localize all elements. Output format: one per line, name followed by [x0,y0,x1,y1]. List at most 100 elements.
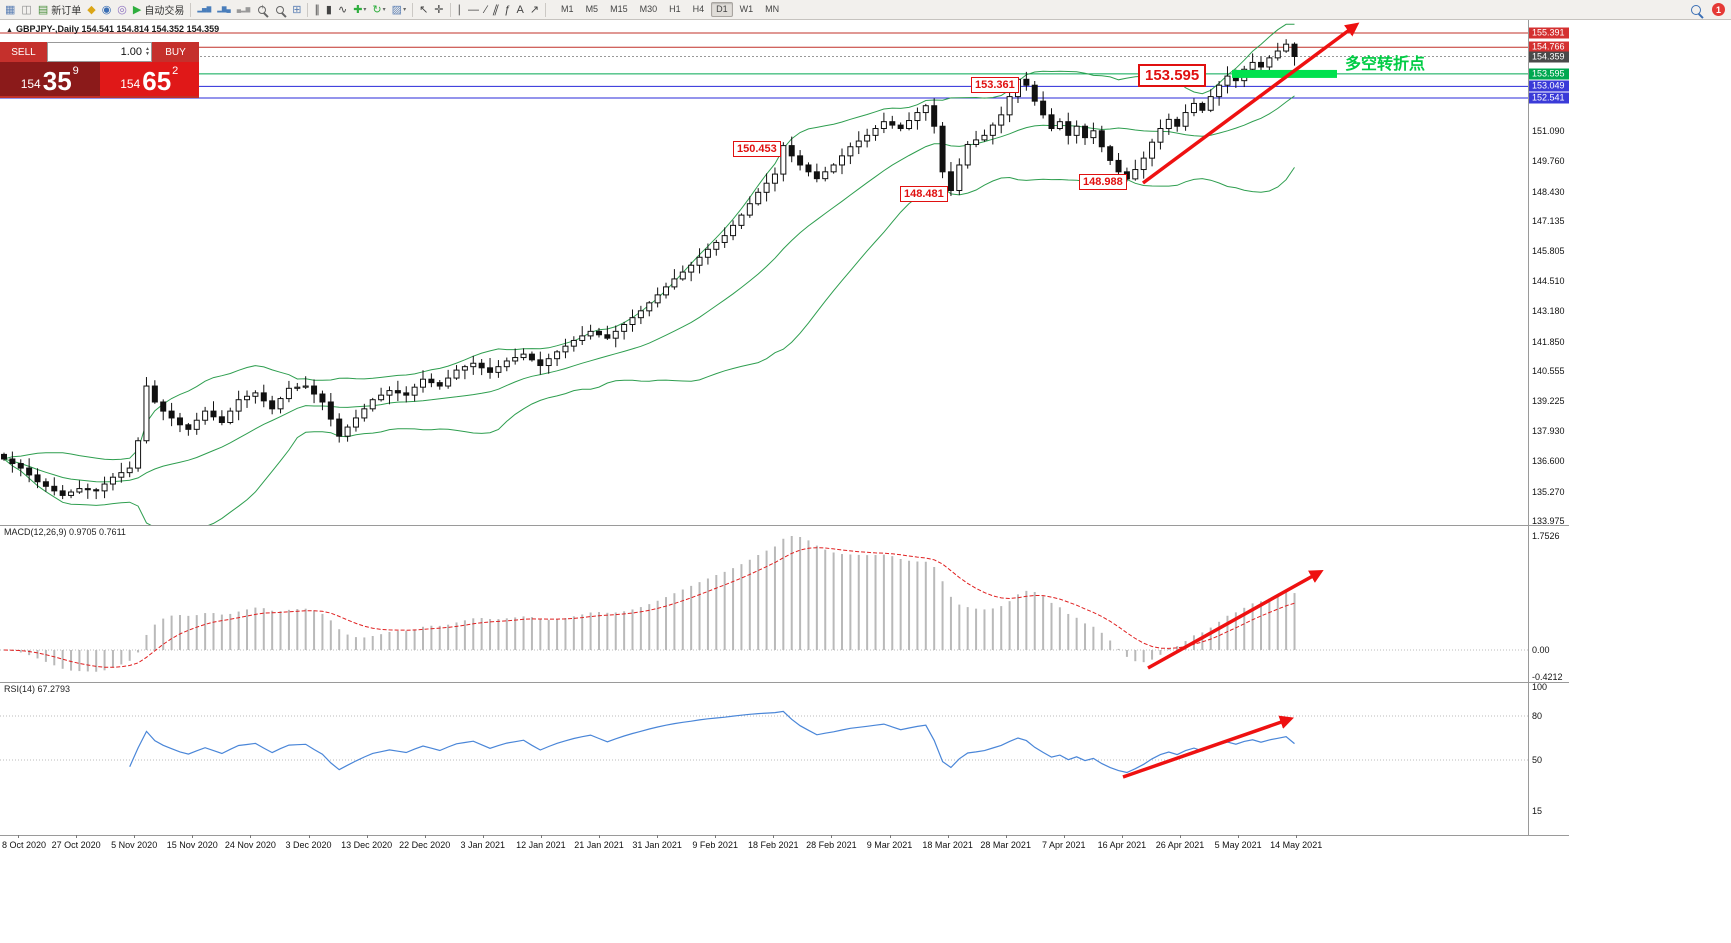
fibonacci-tool-icon[interactable]: ƒ [502,1,512,18]
date-label: 16 Apr 2021 [1097,840,1147,850]
new-chart-icon[interactable]: ▦ [3,1,17,18]
date-tick [192,835,194,838]
autotrading-icon: ▶ [132,3,142,16]
symbol-info: ▲ GBPJPY-,Daily 154.541 154.814 154.352 1… [6,24,219,34]
chevron-down-icon[interactable]: ▾ [403,7,407,13]
date-label: 21 Jan 2021 [574,840,624,850]
price-annotation[interactable]: 150.453 [733,141,781,157]
vline-tool-icon[interactable]: ∣ [455,1,465,18]
date-label: 3 Jan 2021 [460,840,506,850]
rsi-line [129,710,1295,774]
crosshair-icon[interactable]: ✛ [432,1,445,18]
channel-tool-icon[interactable]: ∥ [491,1,501,18]
price-badge: 152.541 [1529,92,1569,104]
date-tick [424,835,426,838]
price-annotation[interactable]: 148.481 [900,186,948,202]
price-tick: 139.225 [1532,396,1565,407]
line-style-icon: ∿ [337,3,348,16]
candles-style-icon: ▮ [325,3,332,16]
chart-workspace: ▲ GBPJPY-,Daily 154.541 154.814 154.352 1… [0,20,1731,943]
chevron-down-icon[interactable]: ▾ [363,7,367,13]
volume-input[interactable]: 1.00 ▲ ▼ [47,42,152,62]
text-tool-icon[interactable]: A [514,1,525,18]
indicator-window-icon: ▂▇▄ [217,6,231,13]
trend-arrow[interactable] [1141,22,1360,185]
bars-style-icon[interactable]: ∥ [312,1,322,18]
macd-signal-line [3,547,1295,668]
indicator-window-icon[interactable]: ▂▇▄ [215,1,232,18]
sell-button[interactable]: SELL [0,42,47,62]
volume-stepper[interactable]: ▲ ▼ [145,47,150,57]
navigator-icon[interactable]: ◎ [115,1,129,18]
trendline-tool-icon[interactable]: ∕ [483,1,489,18]
new-order-button[interactable]: ▤ 新订单 [36,1,83,18]
timeframe-MN[interactable]: MN [765,4,780,14]
line-style-icon[interactable]: ∿ [336,1,349,18]
shapes-tool-icon[interactable]: ↗ [528,1,541,18]
chevron-down-icon[interactable]: ▾ [382,7,386,13]
cursor-icon[interactable]: ↖ [417,1,430,18]
price-annotation[interactable]: 153.361 [971,77,1019,93]
support-zone-bar[interactable] [1232,69,1337,78]
objects-list-icon[interactable]: ▄▂▆ [235,1,252,18]
price-scale[interactable]: 151.090 149.760 148.430 147.135 145.805 144.5… [1529,20,1571,835]
price-scale-divider[interactable] [1528,20,1529,835]
fibonacci-tool-icon: ƒ [504,3,511,16]
macd-panel[interactable] [0,525,1528,682]
timeframe-M1[interactable]: M1 [561,4,574,14]
cycle-symbols-icon: ↻ [372,3,382,16]
timeframe-M15[interactable]: M15 [610,4,628,14]
step-up-icon[interactable]: ▲ [145,46,150,52]
add-indicator-icon: ✚ [353,3,363,16]
sell-price-big: 35 [42,66,72,96]
sell-price-display[interactable]: 154 35 9 [0,62,100,96]
timeframe-M5[interactable]: M5 [585,4,599,14]
templates-icon: ▨ [391,3,403,16]
market-watch-icon[interactable]: ◆ [85,1,97,18]
add-indicator-icon[interactable]: ✚ ▾ [351,1,368,18]
date-tick [1063,835,1065,838]
symbol-ohlc-text: GBPJPY-,Daily 154.541 154.814 154.352 15… [15,24,220,34]
price-annotation[interactable]: 153.595 [1138,64,1207,87]
panel-divider[interactable] [0,525,1569,526]
search-icon[interactable] [1688,2,1704,18]
templates-icon[interactable]: ▨ ▾ [390,1,408,18]
trend-arrow[interactable] [1147,569,1324,670]
hline-tool-icon[interactable]: ― [466,1,481,18]
trend-arrow[interactable] [1122,715,1294,779]
indicators-icon[interactable]: ▂▅▇ [195,1,213,18]
price-tick: 148.430 [1532,186,1565,197]
toolbar-separator [412,2,414,17]
date-label: 9 Feb 2021 [692,840,738,850]
buy-price-display[interactable]: 154 65 2 [99,62,199,96]
zoom-out-icon[interactable]: − [272,2,288,18]
date-tick [250,835,252,838]
data-window-icon[interactable]: ◉ [100,1,114,18]
notifications-badge[interactable]: 1 [1712,3,1725,16]
date-tick [482,835,484,838]
timeframe-M30[interactable]: M30 [639,4,658,14]
step-down-icon[interactable]: ▼ [145,51,150,57]
price-annotation[interactable]: 148.988 [1079,174,1127,190]
price-chart[interactable] [0,20,1528,525]
panel-divider[interactable] [0,835,1569,836]
autotrading-button[interactable]: ▶ 自动交易 [131,1,186,18]
tile-windows-icon[interactable]: ⊞ [290,1,303,18]
chart-profiles-icon[interactable]: ◫ [19,1,33,18]
vline-tool-icon: ∣ [456,3,463,16]
price-badge: 154.766 [1529,41,1569,53]
buy-button[interactable]: BUY [152,42,199,62]
timeframe-D1[interactable]: D1 [711,2,733,17]
timeframe-W1[interactable]: W1 [739,4,754,14]
objects-list-icon: ▄▂▆ [236,6,251,13]
cycle-symbols-icon[interactable]: ↻ ▾ [370,1,387,18]
zoom-in-icon[interactable]: + [254,2,270,18]
panel-toggle-icon[interactable]: ▲ [6,27,13,34]
trend-note-text[interactable]: 多空转折点 [1345,56,1426,73]
timeframe-H1[interactable]: H1 [669,4,681,14]
rsi-panel[interactable] [0,682,1528,835]
panel-divider[interactable] [0,682,1569,683]
timeframe-H4[interactable]: H4 [692,4,705,14]
navigator-icon: ◎ [117,3,127,16]
candles-style-icon[interactable]: ▮ [324,1,334,18]
